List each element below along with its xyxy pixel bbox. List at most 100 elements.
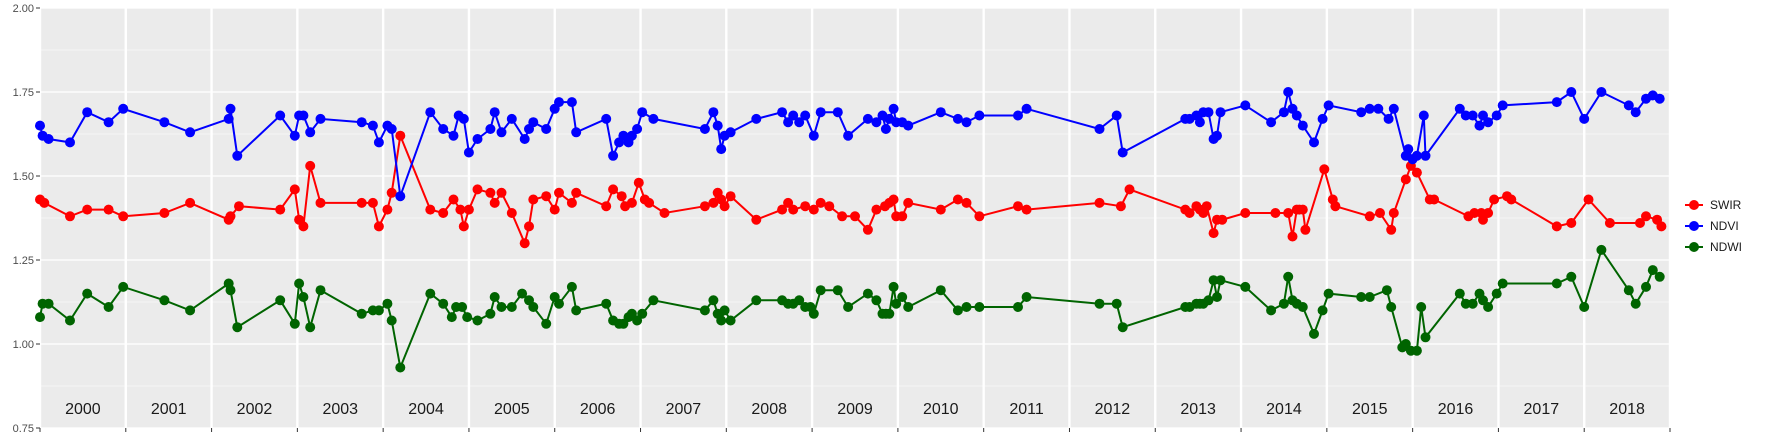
data-point-swir xyxy=(608,184,619,195)
data-point-ndwi xyxy=(719,305,730,316)
data-point-ndvi xyxy=(289,130,300,141)
data-point-ndvi xyxy=(880,124,891,134)
data-point-ndvi xyxy=(463,147,474,158)
data-point-ndvi xyxy=(315,113,326,124)
data-point-ndvi xyxy=(386,124,397,134)
data-point-ndwi xyxy=(1623,285,1634,296)
data-point-swir xyxy=(1240,208,1251,218)
data-point-ndwi xyxy=(1356,292,1367,302)
data-point-ndwi xyxy=(35,312,45,323)
data-point-ndvi xyxy=(1654,93,1665,104)
data-point-ndwi xyxy=(305,322,316,333)
data-point-swir xyxy=(897,211,908,222)
data-point-ndwi xyxy=(382,298,393,309)
data-point-ndvi xyxy=(716,144,727,155)
data-point-ndwi xyxy=(1416,302,1427,312)
series-ndwi xyxy=(35,244,1665,373)
legend-key-marker xyxy=(1689,242,1699,252)
data-point-ndvi xyxy=(1212,130,1222,141)
data-point-ndvi xyxy=(506,113,517,124)
data-point-ndvi xyxy=(1418,110,1429,121)
data-point-ndwi xyxy=(485,308,496,319)
data-point-swir xyxy=(725,191,736,202)
legend-label: SWIR xyxy=(1710,198,1742,212)
data-point-ndwi xyxy=(1094,298,1105,309)
data-point-ndwi xyxy=(1454,288,1465,299)
data-point-swir xyxy=(1635,218,1645,228)
data-point-ndwi xyxy=(1240,281,1251,292)
year-label: 2013 xyxy=(1180,401,1216,418)
data-point-ndvi xyxy=(1483,117,1494,128)
data-point-swir xyxy=(935,204,946,215)
data-point-ndvi xyxy=(1623,100,1634,111)
data-point-ndvi xyxy=(1388,103,1399,114)
data-point-ndvi xyxy=(1460,110,1471,121)
data-point-ndvi xyxy=(223,113,234,124)
data-point-swir xyxy=(1388,208,1399,218)
data-point-ndwi xyxy=(571,305,582,316)
data-point-ndvi xyxy=(1194,117,1205,128)
data-point-swir xyxy=(458,221,469,232)
data-point-ndwi xyxy=(1630,298,1641,309)
year-label: 2008 xyxy=(751,401,787,418)
data-point-ndvi xyxy=(1323,100,1334,111)
data-point-ndwi xyxy=(794,295,805,306)
year-label: 2017 xyxy=(1524,401,1560,418)
data-point-ndwi xyxy=(1491,288,1502,299)
data-point-swir xyxy=(39,197,50,208)
x-axis xyxy=(39,428,1671,432)
data-point-ndvi xyxy=(637,107,648,118)
data-point-ndwi xyxy=(815,285,826,296)
data-point-ndwi xyxy=(1212,292,1222,302)
data-point-swir xyxy=(185,197,196,208)
data-point-swir xyxy=(118,211,129,222)
data-point-ndwi xyxy=(472,315,483,326)
legend-key-marker xyxy=(1689,221,1699,231)
data-point-ndwi xyxy=(1483,302,1494,312)
data-point-ndvi xyxy=(1474,120,1485,131)
data-point-ndvi xyxy=(751,113,762,124)
data-point-ndwi xyxy=(1278,298,1289,309)
data-point-ndwi xyxy=(1579,302,1590,312)
data-point-ndwi xyxy=(356,308,367,319)
data-point-ndvi xyxy=(1297,120,1308,131)
data-point-ndvi xyxy=(1364,103,1375,114)
data-point-swir xyxy=(386,187,397,198)
data-point-ndwi xyxy=(65,315,75,326)
data-point-swir xyxy=(1583,194,1594,205)
data-point-swir xyxy=(1364,211,1375,222)
data-point-ndwi xyxy=(395,362,406,373)
data-point-ndwi xyxy=(1283,271,1294,282)
data-point-ndwi xyxy=(1013,302,1023,312)
data-point-ndwi xyxy=(725,315,736,326)
data-point-swir xyxy=(566,197,577,208)
data-point-ndvi xyxy=(159,117,170,128)
data-point-ndwi xyxy=(1111,298,1122,309)
data-point-ndwi xyxy=(884,308,895,319)
data-point-ndwi xyxy=(82,288,93,299)
data-point-ndvi xyxy=(438,124,449,134)
data-point-ndvi xyxy=(1021,103,1032,114)
data-point-swir xyxy=(1094,197,1105,208)
data-point-swir xyxy=(1013,201,1023,212)
data-point-ndvi xyxy=(1094,124,1105,134)
data-point-ndvi xyxy=(952,113,963,124)
data-point-ndvi xyxy=(1497,100,1508,111)
data-point-ndwi xyxy=(425,288,436,299)
data-point-ndwi xyxy=(1208,275,1219,286)
data-point-ndwi xyxy=(648,295,659,306)
data-point-ndvi xyxy=(554,97,564,108)
legend-item-ndvi: NDVI xyxy=(1685,219,1739,233)
data-point-swir xyxy=(549,204,560,215)
data-point-ndvi xyxy=(489,107,500,118)
data-point-swir xyxy=(815,197,826,208)
data-point-ndwi xyxy=(1364,292,1375,302)
data-point-ndwi xyxy=(118,281,129,292)
data-point-ndwi xyxy=(708,295,719,306)
data-point-ndvi xyxy=(356,117,367,128)
data-point-ndvi xyxy=(832,107,843,118)
data-point-swir xyxy=(888,194,899,205)
data-point-swir xyxy=(1021,204,1032,215)
data-point-ndvi xyxy=(1203,107,1214,118)
